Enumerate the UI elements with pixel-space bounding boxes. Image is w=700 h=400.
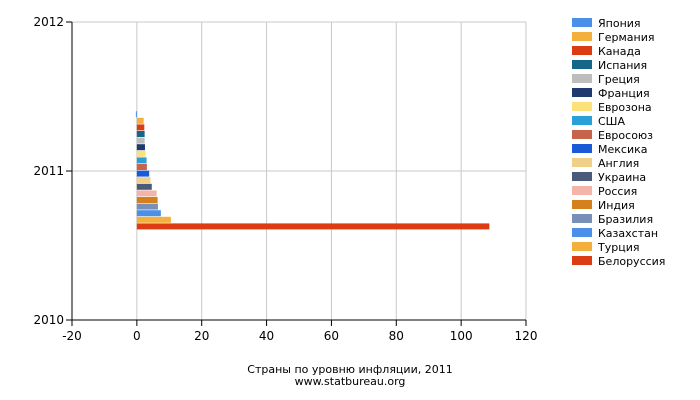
legend-label: Казахстан xyxy=(598,227,658,240)
legend-swatch xyxy=(572,102,592,111)
x-tick-label: -20 xyxy=(62,329,82,343)
legend-label: Мексика xyxy=(598,143,647,156)
legend-swatch xyxy=(572,214,592,223)
bar xyxy=(136,203,158,210)
bar xyxy=(136,131,145,137)
bar xyxy=(136,157,147,164)
legend-label: Евросоюз xyxy=(598,129,653,142)
legend-label: Англия xyxy=(598,157,639,170)
bar xyxy=(136,197,158,203)
bars xyxy=(135,111,490,230)
legend-label: Турция xyxy=(597,241,639,254)
bar xyxy=(136,183,152,190)
legend-label: Индия xyxy=(598,199,635,212)
bar xyxy=(136,210,161,217)
x-tick-label: 60 xyxy=(324,329,339,343)
bar xyxy=(135,111,137,118)
bar xyxy=(136,170,150,177)
bar xyxy=(136,164,147,170)
legend-swatch xyxy=(572,60,592,69)
legend-swatch xyxy=(572,144,592,153)
legend-swatch xyxy=(572,200,592,209)
grid-lines xyxy=(72,21,527,320)
x-axis-ticks: -20 0 20 40 60 80 100 120 xyxy=(62,320,537,343)
x-tick-label: 20 xyxy=(194,329,209,343)
legend-swatch xyxy=(572,130,592,139)
bar xyxy=(136,190,157,197)
legend-label: Украина xyxy=(598,171,646,184)
legend-swatch xyxy=(572,186,592,195)
legend-label: Белоруссия xyxy=(598,255,665,268)
bar xyxy=(136,177,151,184)
legend-label: Испания xyxy=(598,59,647,72)
legend-label: Франция xyxy=(598,87,650,100)
legend-label: Германия xyxy=(598,31,654,44)
y-axis-ticks: 2012 2011 2010 xyxy=(33,15,72,327)
legend-swatch xyxy=(572,158,592,167)
legend: ЯпонияГерманияКанадаИспанияГрецияФранция… xyxy=(572,17,665,268)
legend-swatch xyxy=(572,18,592,27)
bar xyxy=(136,137,145,144)
x-tick-label: 100 xyxy=(450,329,473,343)
bar xyxy=(136,223,490,230)
legend-label: Бразилия xyxy=(598,213,653,226)
bar xyxy=(136,117,144,124)
legend-swatch xyxy=(572,46,592,55)
x-tick-label: 0 xyxy=(133,329,141,343)
y-tick-label: 2012 xyxy=(33,15,64,29)
legend-swatch xyxy=(572,32,592,41)
legend-label: Россия xyxy=(598,185,637,198)
legend-swatch xyxy=(572,88,592,97)
legend-label: Еврозона xyxy=(598,101,652,114)
x-tick-label: 40 xyxy=(259,329,274,343)
legend-swatch xyxy=(572,242,592,251)
y-tick-label: 2010 xyxy=(33,313,64,327)
chart-title: Страны по уровню инфляции, 2011 xyxy=(247,363,453,376)
legend-label: США xyxy=(598,115,625,128)
y-tick-label: 2011 xyxy=(33,164,64,178)
bar xyxy=(136,216,171,223)
legend-swatch xyxy=(572,228,592,237)
legend-swatch xyxy=(572,74,592,83)
legend-swatch xyxy=(572,172,592,181)
bar xyxy=(136,124,145,131)
legend-label: Япония xyxy=(598,17,641,30)
x-tick-label: 80 xyxy=(389,329,404,343)
bar xyxy=(136,150,146,157)
bar xyxy=(136,144,145,151)
legend-label: Канада xyxy=(598,45,641,58)
x-tick-label: 120 xyxy=(515,329,538,343)
chart-subtitle: www.statbureau.org xyxy=(294,375,406,388)
legend-swatch xyxy=(572,256,592,265)
legend-swatch xyxy=(572,116,592,125)
legend-label: Греция xyxy=(598,73,640,86)
